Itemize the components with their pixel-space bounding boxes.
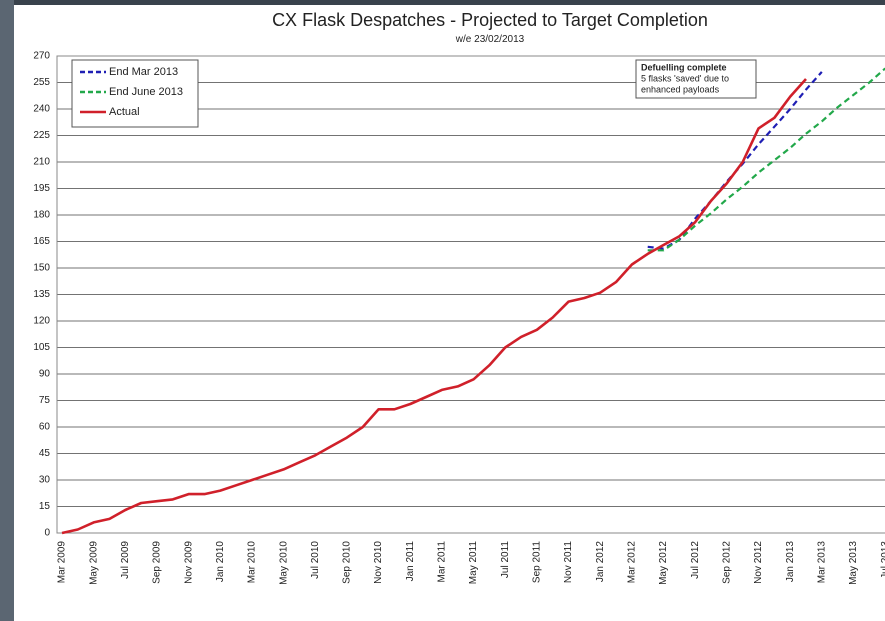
x-tick-label: Nov 2009: [183, 541, 194, 584]
y-tick-label: 240: [33, 104, 50, 115]
top-strip: [14, 0, 885, 5]
y-tick-label: 225: [33, 130, 50, 141]
y-tick-label: 60: [39, 422, 51, 433]
x-tick-label: May 2011: [468, 541, 479, 585]
x-tick-label: May 2013: [848, 541, 859, 585]
x-tick-label: Nov 2011: [563, 541, 574, 584]
y-tick-label: 255: [33, 77, 50, 88]
y-tick-label: 15: [39, 501, 51, 512]
y-tick-label: 150: [33, 263, 50, 274]
annotation-title: Defuelling complete: [641, 62, 727, 72]
series-line: [62, 79, 806, 533]
chart-title: CX Flask Despatches - Projected to Targe…: [272, 10, 708, 30]
annotation-text: enhanced payloads: [641, 84, 720, 94]
x-tick-label: Jul 2012: [690, 541, 701, 579]
x-tick-label: Nov 2012: [753, 541, 764, 584]
x-tick-label: May 2012: [658, 541, 669, 585]
x-tick-label: Sep 2010: [342, 541, 353, 584]
x-tick-label: Mar 2010: [247, 541, 258, 584]
chart-subtitle: w/e 23/02/2013: [455, 34, 525, 45]
y-tick-label: 165: [33, 236, 50, 247]
x-tick-label: Mar 2011: [437, 541, 448, 583]
annotation-text: 5 flasks 'saved' due to: [641, 73, 729, 83]
x-tick-label: Sep 2009: [152, 541, 163, 584]
x-tick-label: Jul 2013: [880, 541, 885, 579]
x-tick-label: Jul 2009: [120, 541, 131, 579]
legend-label: End June 2013: [109, 86, 183, 98]
y-tick-label: 90: [39, 369, 51, 380]
x-tick-label: Mar 2012: [627, 541, 638, 584]
y-tick-label: 0: [44, 528, 50, 539]
y-tick-label: 270: [33, 51, 50, 62]
x-tick-label: Jan 2012: [595, 541, 606, 583]
x-tick-label: Mar 2013: [816, 541, 827, 584]
y-tick-label: 180: [33, 210, 50, 221]
x-tick-label: Sep 2012: [722, 541, 733, 584]
chart: CX Flask Despatches - Projected to Targe…: [0, 0, 885, 621]
y-tick-label: 210: [33, 157, 50, 168]
x-tick-label: Sep 2011: [532, 541, 543, 584]
legend-label: Actual: [109, 106, 140, 118]
y-tick-label: 135: [33, 289, 50, 300]
y-tick-label: 45: [39, 448, 51, 459]
background-strip: [0, 0, 14, 621]
y-tick-label: 105: [33, 342, 50, 353]
annotation: Defuelling complete 5 flasks 'saved' due…: [636, 60, 756, 98]
x-tick-label: Jul 2011: [500, 541, 511, 579]
y-tick-label: 195: [33, 183, 50, 194]
y-tick-label: 75: [39, 395, 51, 406]
legend-label: End Mar 2013: [109, 66, 178, 78]
x-tick-label: Jul 2010: [310, 541, 321, 579]
x-tick-label: Jan 2011: [405, 541, 416, 582]
y-tick-label: 30: [39, 475, 51, 486]
plot-lines: [62, 68, 885, 533]
y-tick-label: 120: [33, 316, 50, 327]
x-tick-label: Jan 2010: [215, 541, 226, 583]
x-tick-label: Jan 2013: [785, 541, 796, 583]
x-tick-label: May 2010: [278, 541, 289, 585]
x-tick-label: Mar 2009: [57, 541, 68, 584]
legend: End Mar 2013 End June 2013 Actual: [72, 60, 198, 127]
x-tick-label: Nov 2010: [373, 541, 384, 584]
x-tick-label: May 2009: [88, 541, 99, 585]
